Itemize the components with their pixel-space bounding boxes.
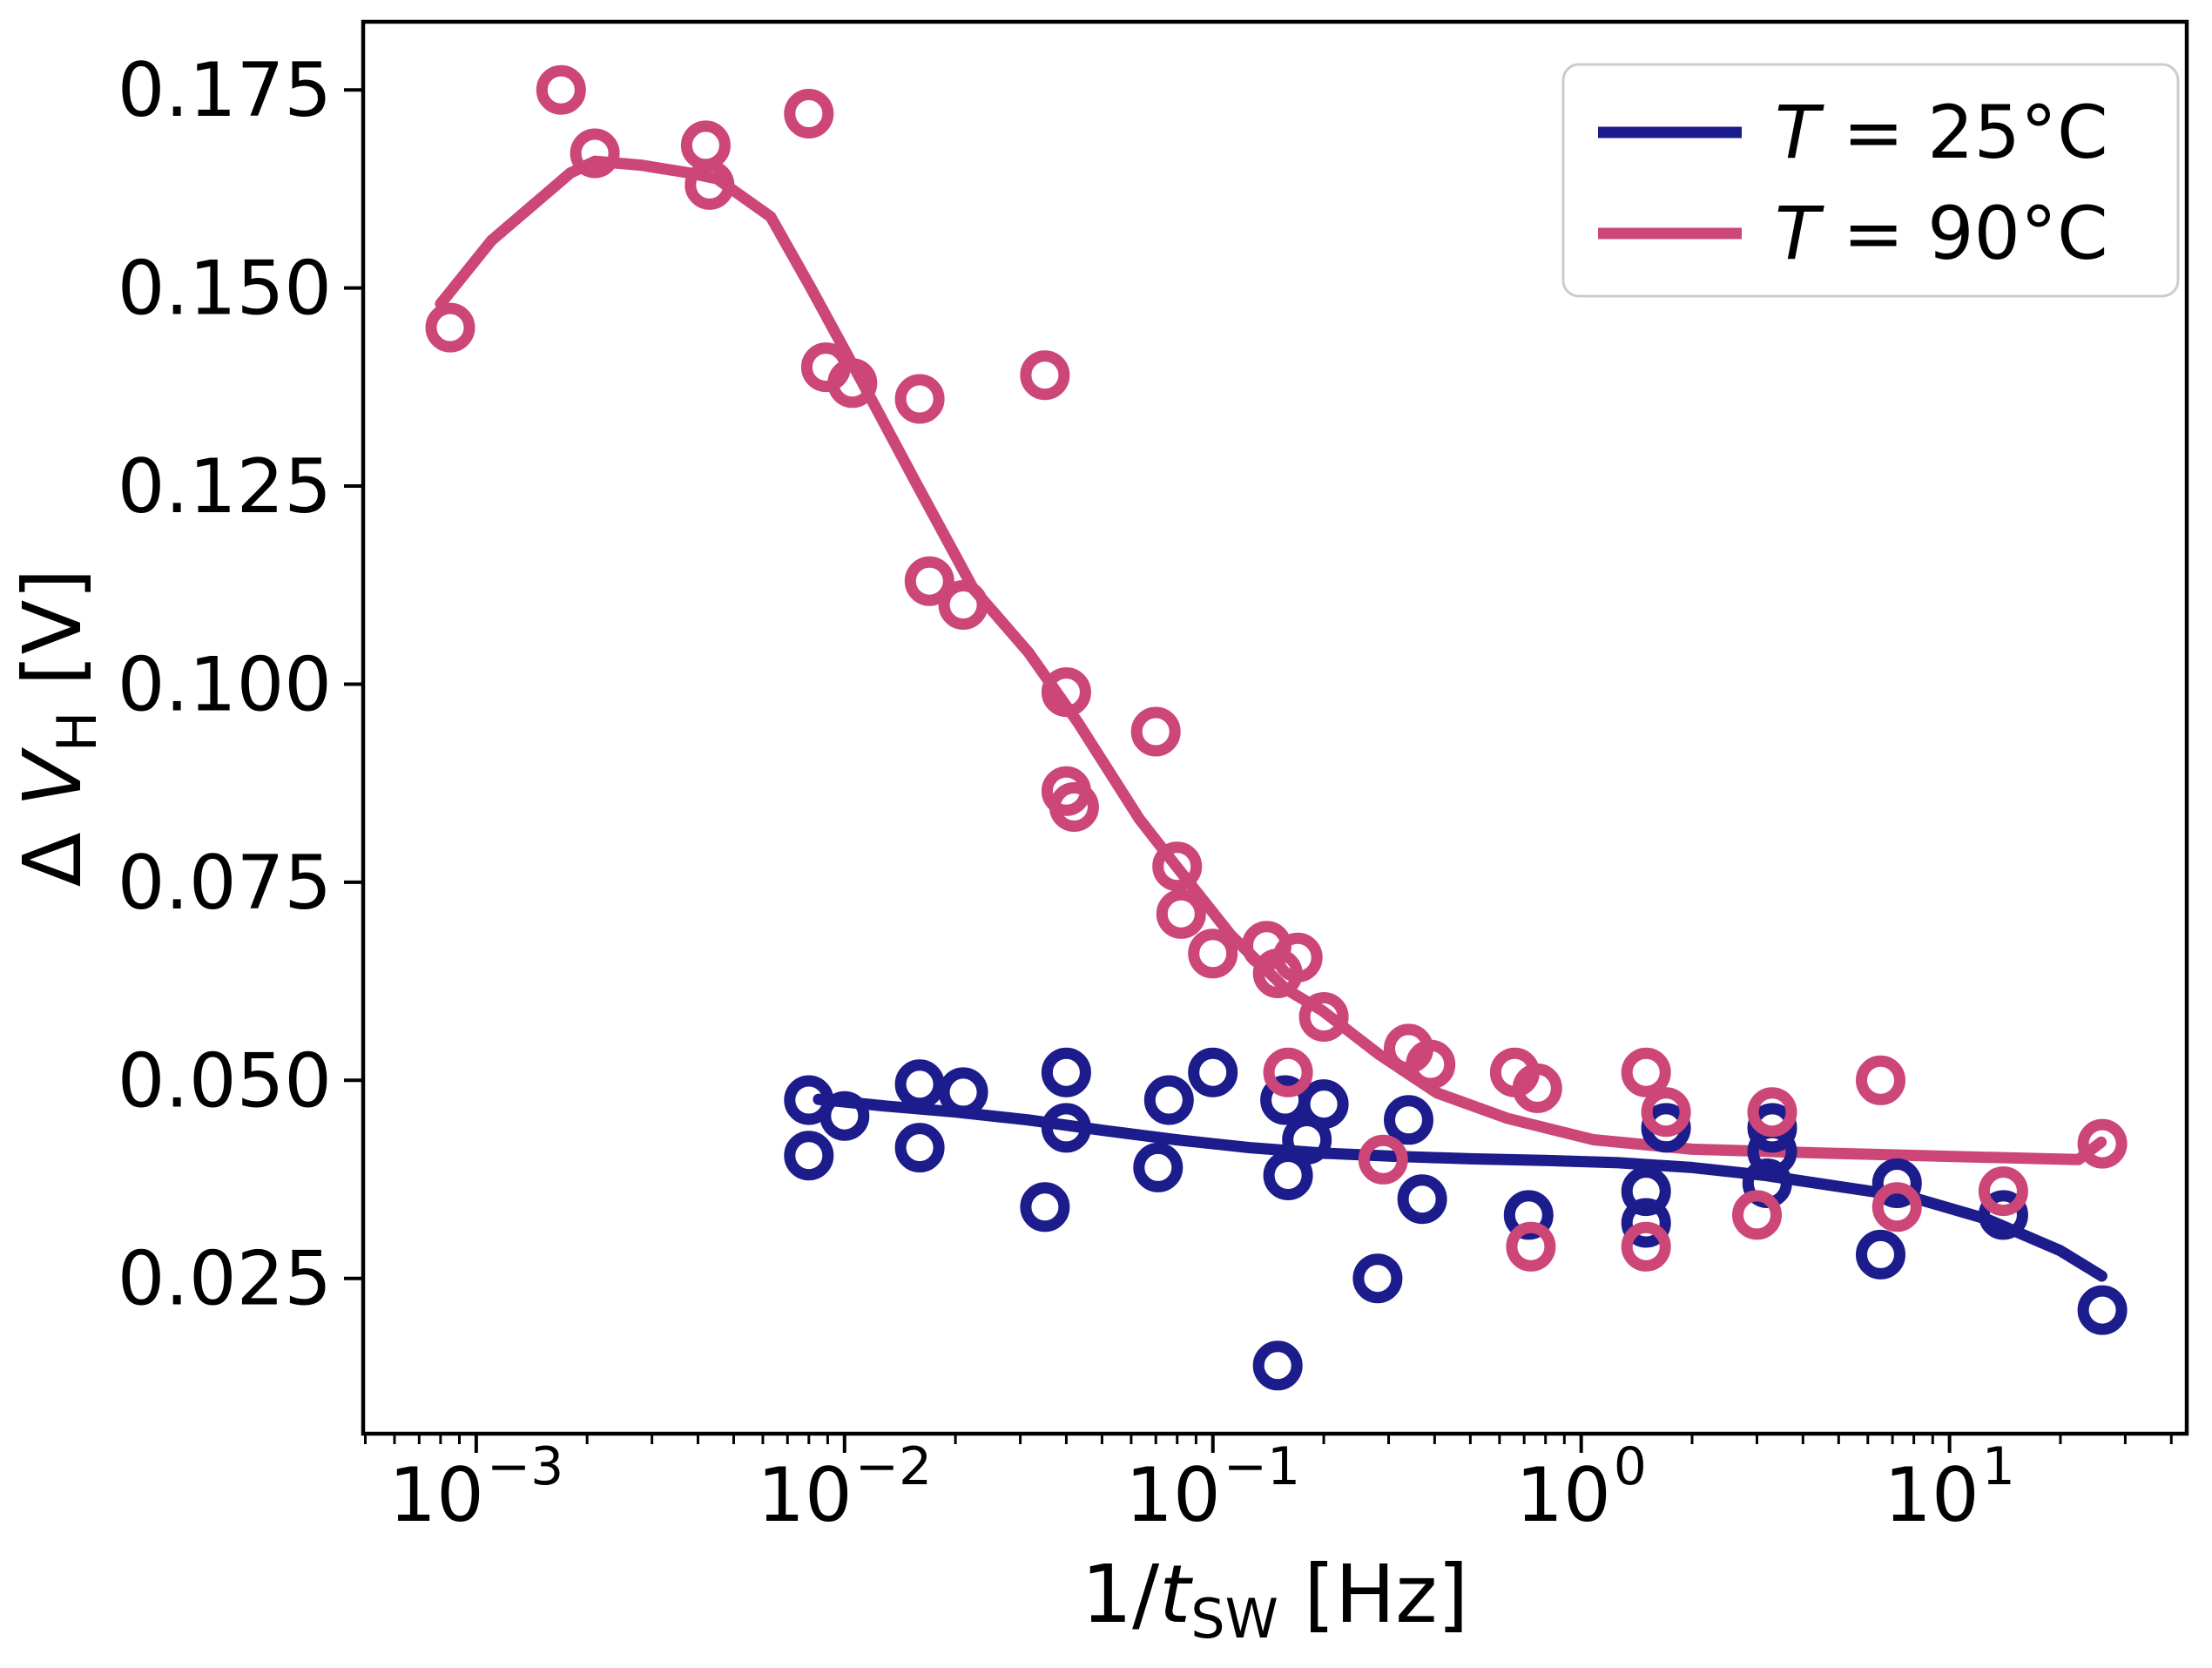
data-point-25c [1143,1075,1194,1125]
data-point-25c [1397,1174,1447,1225]
data-point-25c [1263,1151,1313,1200]
data-point-90c [1871,1182,1922,1232]
legend-entry-90c: T = 90°C [1598,191,2108,276]
x-tick-label: 10−2 [757,1436,932,1539]
data-point-90c [1188,929,1238,979]
axes-spines [361,19,2189,1436]
data-point-90c [1747,1087,1797,1138]
data-point-25c [894,1123,945,1173]
data-point-25c [1041,1047,1091,1097]
data-point-90c [1298,992,1349,1042]
x-axis-label: 1/tSW [Hz] [1082,1548,1469,1651]
data-point-90c [2077,1118,2128,1169]
legend-label-25c: T = 25°C [1775,90,2108,175]
data-point-90c [904,556,954,606]
y-tick-label: 0.075 [118,840,332,927]
data-point-90c [1978,1166,2028,1217]
data-point-25c [1621,1166,1671,1217]
data-point-25c [1041,1103,1091,1153]
data-point-90c [1130,706,1181,757]
x-axis: 10−3 10−2 10−1 100 101 [364,1434,2173,1539]
y-tick-label: 0.025 [118,1236,332,1323]
data-point-90c [1156,888,1206,939]
series-points-25c [784,1047,2128,1391]
x-tick-label: 101 [1884,1436,2015,1539]
data-point-25c [1252,1340,1303,1391]
data-point-25c [1352,1253,1403,1304]
data-point-90c [894,374,945,424]
y-tick-label: 0.150 [118,246,332,333]
data-point-90c [1041,667,1091,718]
data-point-90c [1641,1087,1691,1138]
x-tick-label: 10−3 [388,1436,563,1539]
y-tick-label: 0.050 [118,1037,332,1124]
legend-label-90c: T = 90°C [1775,191,2108,276]
y-tick-label: 0.100 [118,641,332,728]
y-axis-label: Δ VH [V] [6,569,109,888]
data-point-90c [570,128,620,179]
data-point-90c [1621,1047,1671,1097]
y-tick-label: 0.175 [118,47,332,134]
series-points-90c [425,64,2128,1272]
data-point-90c [1621,1221,1671,1272]
data-point-90c [1406,1039,1456,1090]
data-point-90c [1049,782,1099,832]
data-point-25c [938,1067,988,1118]
data-point-90c [1020,350,1070,401]
legend: T = 25°C T = 90°C [1561,63,2180,298]
data-point-90c [1252,949,1303,998]
data-point-90c [1152,841,1203,892]
data-point-25c [1747,1103,1797,1153]
data-point-25c [1020,1182,1070,1232]
data-point-90c [938,580,988,630]
data-point-25c [1188,1047,1238,1097]
data-point-25c [1978,1190,2028,1240]
data-point-25c [1856,1229,1905,1280]
data-point-25c [1133,1142,1184,1192]
data-point-90c [1512,1063,1562,1113]
data-point-90c [536,64,586,115]
y-tick-label: 0.125 [118,443,332,530]
data-point-25c [1282,1115,1332,1165]
data-point-90c [685,159,735,210]
data-point-90c [425,302,475,353]
legend-entry-25c: T = 25°C [1598,90,2108,175]
data-point-25c [819,1091,870,1141]
data-point-90c [1358,1134,1408,1185]
x-tick-label: 100 [1515,1436,1647,1539]
data-point-25c [894,1059,945,1110]
data-point-25c [2077,1285,2128,1335]
data-point-90c [1263,1047,1313,1097]
data-point-90c [827,358,878,409]
data-point-25c [1641,1103,1691,1153]
data-point-90c [1732,1190,1782,1240]
data-point-25c [1503,1190,1554,1240]
data-point-90c [1856,1055,1905,1105]
x-tick-label: 10−1 [1125,1436,1300,1539]
trend-line-90c [435,155,2107,1165]
data-point-25c [1621,1198,1671,1248]
data-point-25c [1384,1095,1433,1145]
data-point-90c [1506,1221,1556,1272]
data-point-25c [1871,1158,1922,1208]
y-axis: 0.175 0.150 0.125 0.100 0.075 0.050 0.025 [118,47,363,1323]
data-point-90c [784,89,834,138]
data-point-25c [784,1131,834,1181]
